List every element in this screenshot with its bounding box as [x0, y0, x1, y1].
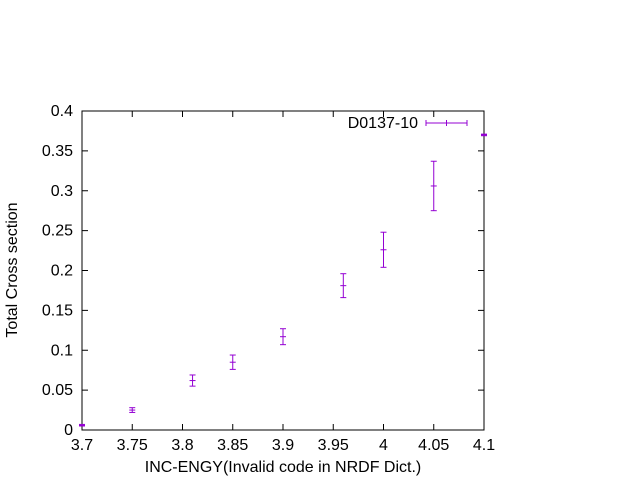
y-tick-label: 0.15 [42, 302, 73, 319]
data-point [481, 133, 487, 137]
data-point [280, 328, 286, 346]
x-tick-label: 4.05 [418, 437, 449, 454]
data-point [129, 407, 136, 413]
data-point [380, 231, 387, 268]
y-axis-ticks: 0 0.05 0.1 0.15 0.2 0.25 0.3 0.35 0.4 [42, 103, 484, 439]
x-tick-label: 3.95 [318, 437, 349, 454]
data-point [189, 374, 196, 387]
y-tick-label: 0.4 [51, 103, 73, 120]
x-tick-label: 4 [379, 437, 388, 454]
y-tick-label: 0.1 [51, 342, 73, 359]
x-tick-label: 3.8 [171, 437, 193, 454]
x-tick-label: 3.85 [217, 437, 248, 454]
y-tick-label: 0.35 [42, 143, 73, 160]
data-point [79, 423, 85, 427]
data-points [79, 133, 487, 427]
y-tick-label: 0.2 [51, 263, 73, 280]
y-tick-label: 0.3 [51, 183, 73, 200]
x-tick-label: 3.7 [71, 437, 93, 454]
legend-sample [425, 120, 468, 126]
y-axis-label: Total Cross section [4, 202, 21, 337]
x-tick-label: 3.75 [117, 437, 148, 454]
x-axis-ticks: 3.7 3.75 3.8 3.85 3.9 3.95 4 4.05 4.1 [71, 111, 495, 454]
x-tick-label: 3.9 [272, 437, 294, 454]
data-point [430, 160, 437, 212]
x-axis-label: INC-ENGY(Invalid code in NRDF Dict.) [145, 459, 422, 476]
y-tick-label: 0 [64, 422, 73, 439]
data-point [229, 354, 236, 370]
y-tick-label: 0.25 [42, 223, 73, 240]
legend: D0137-10 [348, 115, 468, 132]
legend-label: D0137-10 [348, 115, 418, 132]
x-tick-label: 4.1 [473, 437, 495, 454]
data-point [340, 273, 347, 299]
y-tick-label: 0.05 [42, 382, 73, 399]
plot-frame [81, 110, 485, 431]
